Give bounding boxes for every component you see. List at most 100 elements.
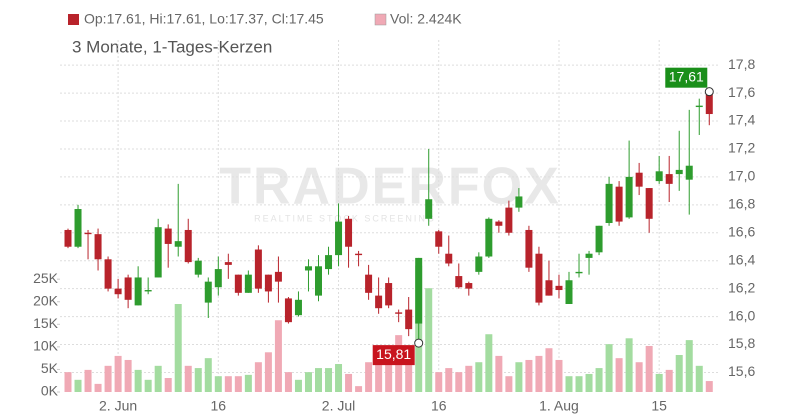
volume-bar: [645, 345, 653, 392]
volume-bar: [515, 362, 523, 392]
subtitle: 3 Monate, 1-Tages-Kerzen: [72, 37, 272, 56]
y-tick-label: 17,8: [728, 56, 755, 72]
candle-body: [695, 105, 703, 108]
y2-tick-label: 10K: [33, 338, 59, 354]
legend-swatch: [374, 13, 387, 26]
volume-bar: [284, 372, 292, 392]
y-tick-label: 17,6: [728, 84, 755, 100]
candle-body: [194, 260, 202, 275]
candle-body: [184, 229, 192, 263]
volume-bar: [254, 362, 262, 392]
volume-bar: [224, 376, 232, 392]
volume-bar: [214, 376, 222, 392]
price-marker: [414, 338, 424, 348]
candle-body: [615, 186, 623, 222]
volume-bar: [685, 340, 693, 392]
candle-body: [335, 221, 343, 256]
candle-body: [525, 229, 533, 268]
candle-body: [64, 229, 72, 247]
candle-body: [365, 274, 373, 293]
watermark-sub: REALTIME STOCK SCREENING: [254, 213, 436, 223]
candle-body: [174, 241, 182, 247]
volume-bar: [585, 373, 593, 392]
candle-body: [214, 269, 222, 288]
candle-body: [244, 274, 252, 293]
y-tick-label: 16,6: [728, 223, 755, 239]
y-tick-label: 16,0: [728, 307, 755, 323]
volume-bar: [525, 359, 533, 392]
volume-bar: [425, 288, 433, 392]
volume-bar: [134, 369, 142, 392]
candle-body: [405, 309, 413, 330]
candle-body: [535, 253, 543, 303]
candle-body: [685, 165, 693, 180]
x-tick-label: 2. Jun: [99, 398, 137, 414]
candle-body: [515, 196, 523, 208]
volume-bar: [244, 374, 252, 392]
x-tick-label: 16: [211, 398, 227, 414]
candle-body: [274, 271, 282, 282]
candle-body: [545, 280, 553, 296]
volume-bar: [565, 376, 573, 392]
volume-bar: [74, 379, 82, 392]
x-tick-label: 15: [651, 398, 667, 414]
candle-body: [475, 256, 483, 272]
volume-bar: [325, 368, 333, 392]
volume-bar: [485, 334, 493, 392]
price-label: 15,81: [376, 346, 411, 362]
candle-body: [575, 271, 583, 274]
volume-bar: [335, 364, 343, 392]
candle-body: [675, 169, 683, 175]
candle-body: [595, 225, 603, 253]
candle-body: [124, 277, 132, 300]
volume-bar: [495, 355, 503, 392]
volume-bar: [144, 379, 152, 392]
candle-body: [234, 274, 242, 293]
candle-body: [455, 276, 463, 288]
y2-tick-label: 25K: [33, 270, 59, 286]
volume-bar: [64, 372, 72, 392]
candle-body: [635, 172, 643, 187]
candle-body: [154, 227, 162, 278]
volume-bar: [445, 368, 453, 392]
volume-bar: [345, 373, 353, 392]
volume-info: Vol: 2.424K: [390, 11, 462, 27]
volume-bar: [84, 369, 92, 392]
volume-bar: [355, 386, 363, 392]
y-tick-label: 17,4: [728, 112, 755, 128]
candle-body: [355, 253, 363, 256]
volume-bar: [264, 352, 272, 392]
candle-body: [284, 298, 292, 323]
candle-body: [84, 232, 92, 235]
price-marker: [704, 87, 714, 97]
volume-bar: [375, 352, 383, 392]
volume-bar: [655, 373, 663, 392]
candle-body: [204, 281, 212, 303]
candle-body: [164, 228, 172, 244]
volume-bar: [475, 362, 483, 392]
y-tick-label: 15,8: [728, 335, 755, 351]
x-tick-label: 2. Jul: [322, 398, 355, 414]
candle-body: [254, 249, 262, 289]
ohlc-info: Op:17.61, Hi:17.61, Lo:17.37, Cl:17.45: [84, 11, 324, 27]
volume-bar: [575, 376, 583, 392]
price-label-box: [372, 345, 415, 366]
volume-bar: [625, 338, 633, 392]
volume-bar: [154, 365, 162, 392]
volume-bar: [234, 376, 242, 392]
y-tick-label: 16,4: [728, 251, 755, 267]
candle-body: [395, 312, 403, 314]
price-label: 17,61: [669, 68, 704, 84]
volume-bar: [465, 365, 473, 392]
candle-body: [605, 183, 613, 223]
volume-bar: [194, 368, 202, 392]
y-tick-label: 16,8: [728, 196, 755, 212]
candle-body: [655, 171, 663, 182]
candle-body: [304, 266, 312, 271]
candle-body: [315, 266, 322, 296]
candle-body: [645, 188, 653, 219]
y2-tick-label: 20K: [33, 292, 59, 308]
candle-body: [435, 231, 443, 247]
candle-body: [345, 218, 353, 247]
